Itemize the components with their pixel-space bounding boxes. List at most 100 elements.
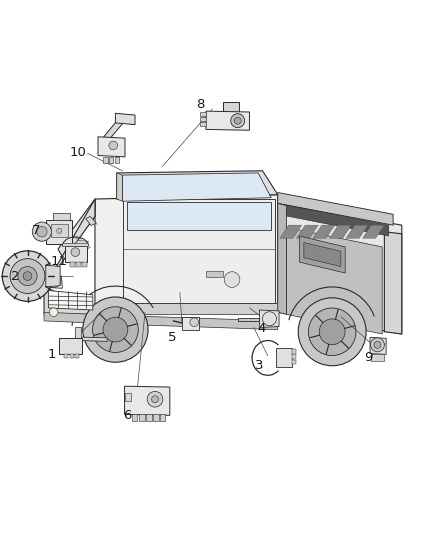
Polygon shape <box>75 353 79 358</box>
Circle shape <box>103 317 128 342</box>
Polygon shape <box>124 393 131 401</box>
Polygon shape <box>206 271 223 277</box>
Circle shape <box>231 114 245 128</box>
Circle shape <box>49 308 58 317</box>
Polygon shape <box>292 349 297 353</box>
Circle shape <box>71 248 80 256</box>
Circle shape <box>224 272 240 287</box>
Polygon shape <box>139 415 145 421</box>
Circle shape <box>152 396 159 403</box>
Polygon shape <box>98 137 125 157</box>
Circle shape <box>18 266 37 286</box>
Circle shape <box>147 391 163 407</box>
Polygon shape <box>86 314 278 329</box>
Polygon shape <box>117 173 122 201</box>
Polygon shape <box>385 232 402 334</box>
Circle shape <box>308 308 356 356</box>
Polygon shape <box>127 202 271 230</box>
Polygon shape <box>123 199 275 310</box>
Polygon shape <box>62 244 88 246</box>
Polygon shape <box>146 415 152 421</box>
Polygon shape <box>124 386 170 415</box>
Polygon shape <box>346 225 368 238</box>
Polygon shape <box>48 290 93 310</box>
Polygon shape <box>50 224 68 237</box>
Circle shape <box>92 307 138 352</box>
Polygon shape <box>371 353 385 360</box>
Polygon shape <box>329 225 351 238</box>
Circle shape <box>319 319 345 345</box>
Polygon shape <box>46 220 72 244</box>
Circle shape <box>234 117 241 124</box>
Polygon shape <box>117 171 278 199</box>
Polygon shape <box>116 114 135 125</box>
Circle shape <box>32 222 51 241</box>
Text: 6: 6 <box>124 409 132 422</box>
Polygon shape <box>160 415 166 421</box>
Polygon shape <box>304 243 341 266</box>
Polygon shape <box>59 338 82 353</box>
Circle shape <box>109 141 117 150</box>
Polygon shape <box>86 216 96 225</box>
Text: 5: 5 <box>168 330 177 343</box>
Polygon shape <box>70 353 74 358</box>
Polygon shape <box>95 303 278 314</box>
Polygon shape <box>122 173 271 201</box>
Polygon shape <box>200 122 206 126</box>
Polygon shape <box>44 286 95 314</box>
Polygon shape <box>182 317 199 329</box>
Polygon shape <box>73 240 88 248</box>
Polygon shape <box>313 225 335 238</box>
Polygon shape <box>297 225 318 238</box>
Circle shape <box>374 341 381 349</box>
Polygon shape <box>200 117 206 120</box>
Polygon shape <box>70 262 74 268</box>
Polygon shape <box>292 360 297 365</box>
Polygon shape <box>82 262 87 268</box>
Text: 11: 11 <box>50 255 67 268</box>
Polygon shape <box>278 204 402 334</box>
Text: 1: 1 <box>47 349 56 361</box>
Text: 9: 9 <box>364 351 372 364</box>
Polygon shape <box>286 228 382 334</box>
Polygon shape <box>115 157 119 163</box>
Polygon shape <box>370 337 386 354</box>
Polygon shape <box>100 118 125 142</box>
Polygon shape <box>200 112 206 116</box>
Polygon shape <box>238 318 259 321</box>
Circle shape <box>37 227 47 237</box>
Polygon shape <box>206 111 250 130</box>
Polygon shape <box>46 274 62 288</box>
Polygon shape <box>64 353 67 358</box>
Circle shape <box>190 318 198 327</box>
Polygon shape <box>223 102 239 112</box>
Circle shape <box>57 228 62 233</box>
Polygon shape <box>58 199 95 258</box>
Circle shape <box>371 338 385 352</box>
Text: 7: 7 <box>32 224 40 237</box>
Polygon shape <box>75 327 81 338</box>
Polygon shape <box>45 199 95 286</box>
Polygon shape <box>46 265 60 287</box>
Polygon shape <box>153 415 159 421</box>
Polygon shape <box>53 213 70 220</box>
Polygon shape <box>300 236 345 273</box>
Circle shape <box>83 297 148 362</box>
Polygon shape <box>95 195 278 312</box>
Text: 10: 10 <box>70 146 86 158</box>
Polygon shape <box>278 204 389 236</box>
Polygon shape <box>276 349 292 367</box>
Circle shape <box>10 259 45 294</box>
Circle shape <box>23 272 32 280</box>
Polygon shape <box>78 337 107 341</box>
Polygon shape <box>109 157 113 163</box>
Text: 4: 4 <box>258 322 266 335</box>
Polygon shape <box>278 192 393 225</box>
Polygon shape <box>132 415 137 421</box>
Text: 2: 2 <box>11 270 20 282</box>
Polygon shape <box>76 262 81 268</box>
Polygon shape <box>292 354 297 359</box>
Polygon shape <box>363 225 385 238</box>
Polygon shape <box>278 204 286 314</box>
Polygon shape <box>280 225 302 238</box>
